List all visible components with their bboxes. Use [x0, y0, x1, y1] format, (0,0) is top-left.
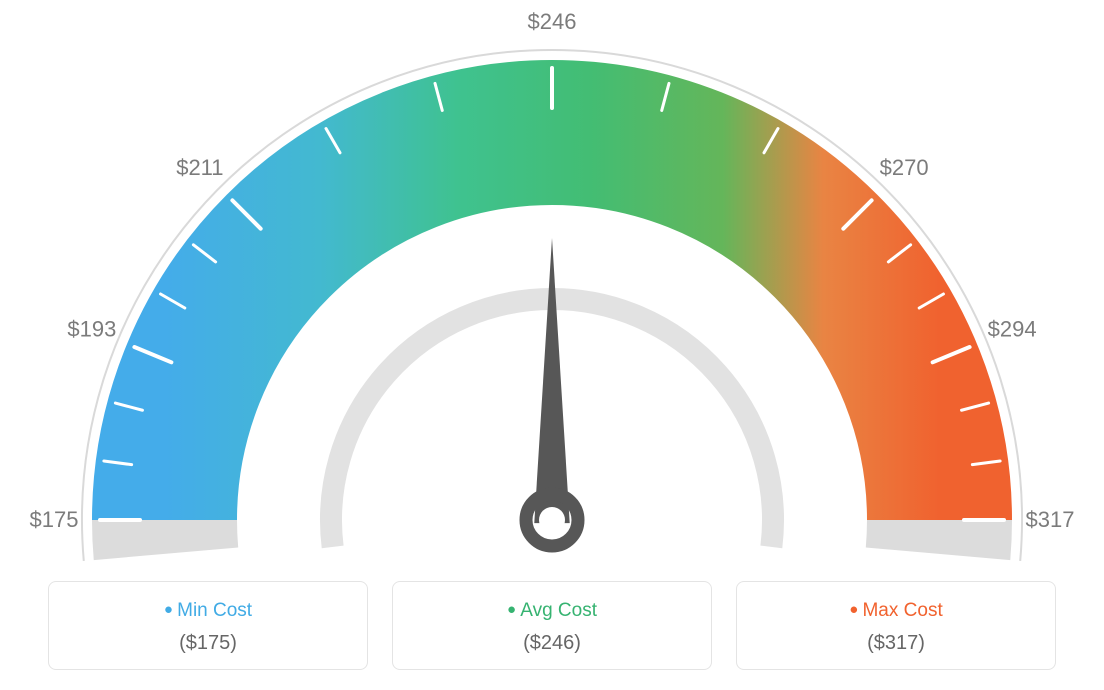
legend-max-value: ($317): [747, 632, 1045, 655]
legend-card-avg: Avg Cost ($246): [392, 581, 712, 670]
legend-card-min: Min Cost ($175): [48, 581, 368, 670]
gauge-area: $175 $193 $211 $246 $270 $294 $317: [0, 0, 1104, 570]
svg-text:$317: $317: [1026, 507, 1075, 532]
svg-text:$193: $193: [67, 316, 116, 341]
gauge-svg: $175 $193 $211 $246 $270 $294 $317: [0, 0, 1104, 570]
legend-min-label: Min Cost: [59, 600, 357, 622]
svg-text:$246: $246: [528, 9, 577, 34]
legend-row: Min Cost ($175) Avg Cost ($246) Max Cost…: [0, 581, 1104, 670]
svg-text:$294: $294: [988, 316, 1037, 341]
legend-max-label: Max Cost: [747, 600, 1045, 622]
legend-avg-label: Avg Cost: [403, 600, 701, 622]
svg-text:$270: $270: [880, 155, 929, 180]
cost-gauge-widget: $175 $193 $211 $246 $270 $294 $317 Min Cost ($…: [0, 0, 1104, 690]
svg-text:$211: $211: [176, 155, 223, 180]
legend-min-value: ($175): [59, 632, 357, 655]
svg-text:$175: $175: [30, 507, 79, 532]
legend-card-max: Max Cost ($317): [736, 581, 1056, 670]
legend-avg-value: ($246): [403, 632, 701, 655]
